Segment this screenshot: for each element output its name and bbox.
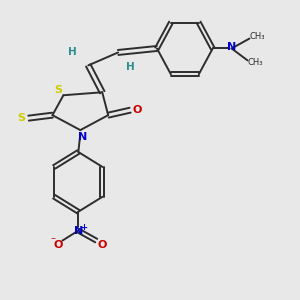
Text: O: O xyxy=(54,240,63,250)
Text: H: H xyxy=(126,62,134,72)
Text: ⁻: ⁻ xyxy=(50,237,55,247)
Text: N: N xyxy=(227,43,236,52)
Text: CH₃: CH₃ xyxy=(250,32,265,41)
Text: +: + xyxy=(80,223,87,232)
Text: O: O xyxy=(132,105,142,115)
Text: N: N xyxy=(78,132,87,142)
Text: N: N xyxy=(74,226,83,236)
Text: S: S xyxy=(18,113,26,123)
Text: O: O xyxy=(98,240,107,250)
Text: S: S xyxy=(54,85,62,95)
Text: H: H xyxy=(68,47,77,58)
Text: CH₃: CH₃ xyxy=(248,58,263,67)
